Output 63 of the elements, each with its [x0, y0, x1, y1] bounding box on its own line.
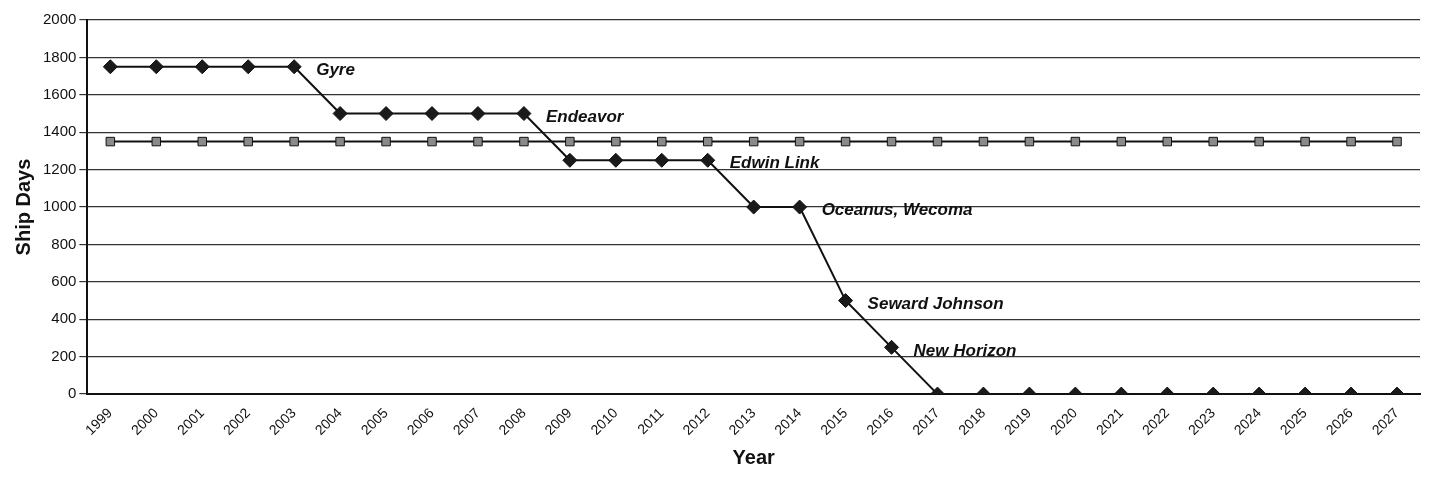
point: [1254, 136, 1264, 147]
point: [148, 59, 164, 75]
y-tick-label: 1000: [42, 197, 77, 215]
annotation: Endeavor: [545, 106, 625, 126]
point: [794, 136, 805, 147]
point: [748, 136, 759, 147]
annotation: New Horizon: [913, 340, 1017, 360]
point: [289, 136, 299, 147]
annotation: Gyre: [316, 59, 355, 79]
y-tick-label: 1600: [42, 84, 77, 102]
point: [932, 136, 943, 147]
point: [792, 199, 808, 215]
point: [746, 199, 762, 215]
point: [102, 59, 118, 75]
point: [657, 136, 667, 147]
point: [105, 136, 116, 147]
annotation: Edwin Link: [729, 153, 821, 173]
point: [516, 106, 532, 122]
point: [611, 136, 621, 147]
y-tick-label: 2000: [42, 10, 77, 28]
y-tick-label: 600: [51, 272, 77, 290]
point: [562, 152, 578, 168]
point: [886, 136, 897, 147]
point: [243, 136, 253, 147]
y-axis-title: Ship Days: [11, 158, 34, 256]
point: [702, 136, 713, 147]
y-tick-label: 0: [68, 384, 77, 402]
point: [1024, 136, 1035, 147]
point: [427, 136, 437, 147]
point: [335, 136, 345, 147]
point: [1208, 136, 1218, 147]
point: [470, 106, 486, 122]
y-tick-label: 800: [51, 234, 77, 252]
point: [654, 152, 670, 168]
point: [519, 136, 529, 147]
point: [840, 136, 851, 147]
point: [194, 59, 210, 75]
point: [332, 106, 348, 122]
point: [240, 59, 256, 75]
point: [1116, 136, 1127, 147]
point: [1162, 136, 1172, 147]
point: [1300, 136, 1310, 147]
point: [381, 136, 391, 147]
point: [197, 136, 207, 147]
point: [378, 106, 394, 122]
y-tick-label: 1200: [42, 159, 77, 177]
point: [700, 152, 716, 168]
point: [978, 136, 989, 147]
point: [424, 106, 440, 122]
point: [1346, 136, 1356, 147]
point: [286, 59, 302, 75]
y-tick-label: 200: [51, 346, 77, 364]
point: [1392, 136, 1402, 147]
point: [565, 136, 575, 147]
y-tick-label: 400: [51, 309, 77, 327]
point: [1070, 136, 1081, 147]
x-axis-title: Year: [732, 445, 776, 468]
annotation: Seward Johnson: [867, 293, 1004, 313]
point: [608, 152, 624, 168]
y-tick-label: 1800: [42, 47, 77, 65]
point: [473, 136, 483, 147]
y-tick-label: 1400: [42, 122, 77, 140]
point: [151, 136, 162, 147]
